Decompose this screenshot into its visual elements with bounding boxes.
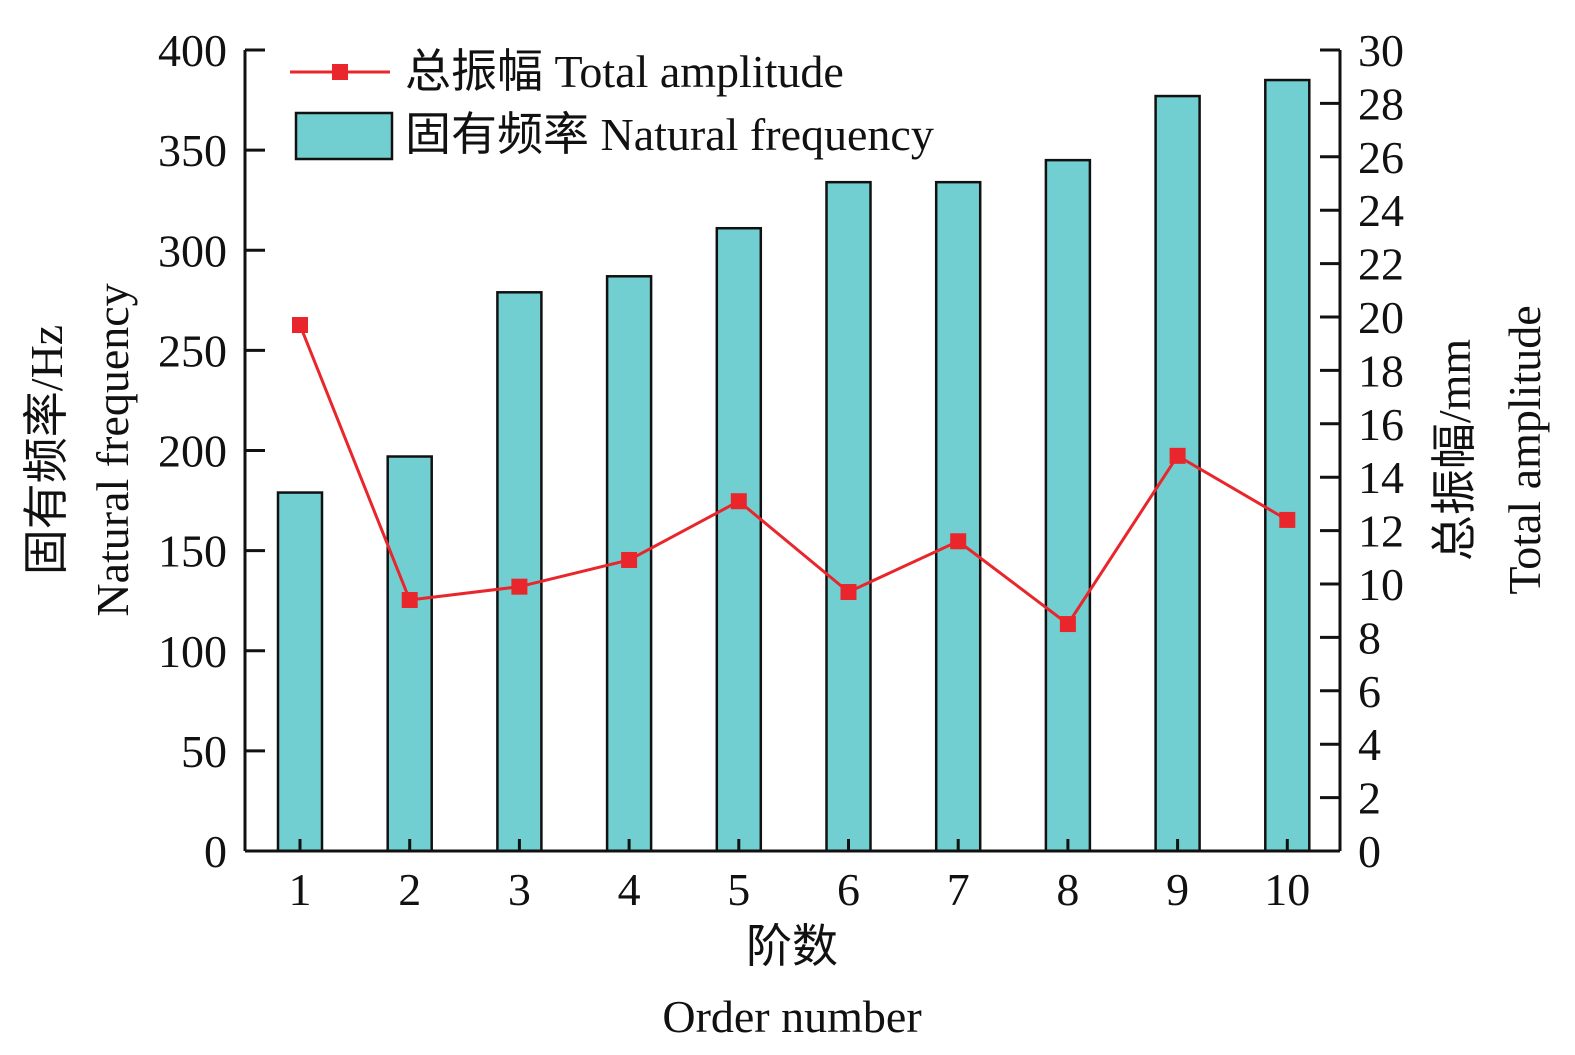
right-tick-label-8: 8	[1358, 612, 1381, 663]
bar-8	[1044, 158, 1092, 853]
legend-bar-swatch	[294, 111, 394, 161]
right-tick-label-4: 4	[1358, 719, 1381, 770]
x-tick-label-7: 7	[947, 864, 970, 915]
bar-6	[825, 180, 872, 853]
left-tick-label-350: 350	[158, 125, 227, 176]
left-tick-label-0: 0	[204, 826, 227, 877]
bar-10	[1264, 78, 1311, 853]
right-tick-label-16: 16	[1358, 399, 1404, 450]
bar-5	[715, 226, 763, 853]
right-tick-label-2: 2	[1358, 773, 1381, 824]
legend-line-marker	[332, 64, 348, 80]
y2-axis-label-cn: 总振幅/mm	[1429, 339, 1480, 562]
amplitude-point-2	[401, 592, 418, 609]
y2-axis-label-en: Total amplitude	[1499, 305, 1550, 594]
x-axis-ticks: 1 2 3 4 5 6 7 8 9 10	[289, 839, 1310, 915]
amplitude-point-8	[1059, 616, 1076, 633]
amplitude-point-4	[621, 551, 638, 568]
left-axis-ticks: 0 50 100 150 200 250 300 350 400	[158, 25, 265, 877]
legend-bar-label: 固有频率 Natural frequency	[405, 109, 934, 160]
amplitude-point-10	[1279, 511, 1296, 528]
left-tick-label-50: 50	[181, 726, 227, 777]
bar-2	[386, 455, 433, 853]
x-tick-label-10: 10	[1264, 864, 1310, 915]
left-tick-label-200: 200	[158, 426, 227, 477]
amplitude-point-5	[730, 493, 747, 510]
left-tick-label-400: 400	[158, 25, 227, 76]
amplitude-line	[298, 324, 1289, 627]
right-tick-label-14: 14	[1358, 452, 1404, 503]
x-tick-label-3: 3	[508, 864, 531, 915]
x-tick-label-5: 5	[727, 864, 750, 915]
right-tick-label-24: 24	[1358, 185, 1404, 236]
x-tick-label-1: 1	[289, 864, 312, 915]
right-tick-label-6: 6	[1358, 666, 1381, 717]
x-axis-label-cn: 阶数	[746, 921, 838, 972]
left-tick-label-100: 100	[158, 626, 227, 677]
bar-7	[934, 180, 982, 853]
x-axis-label-en: Order number	[662, 991, 921, 1042]
amplitude-point-3	[511, 578, 528, 595]
legend-line-label: 总振幅 Total amplitude	[405, 46, 844, 97]
x-tick-label-2: 2	[398, 864, 421, 915]
right-tick-label-26: 26	[1358, 132, 1404, 183]
amplitude-point-1	[292, 317, 308, 334]
left-tick-label-150: 150	[158, 526, 227, 577]
bar-3	[496, 291, 543, 853]
x-tick-label-4: 4	[618, 864, 641, 915]
right-tick-label-28: 28	[1358, 78, 1404, 129]
right-tick-label-10: 10	[1358, 559, 1404, 610]
right-tick-label-30: 30	[1358, 25, 1404, 76]
amplitude-line-layer	[292, 317, 1296, 633]
right-tick-label-22: 22	[1358, 239, 1404, 290]
amplitude-point-6	[840, 584, 857, 601]
y-axis-label-en: Natural frequency	[87, 283, 138, 616]
amplitude-point-9	[1169, 447, 1186, 464]
right-tick-label-12: 12	[1358, 506, 1404, 557]
right-tick-label-0: 0	[1358, 826, 1381, 877]
x-tick-label-9: 9	[1166, 864, 1189, 915]
right-tick-label-18: 18	[1358, 345, 1404, 396]
bar-9	[1154, 94, 1201, 853]
bar-1	[276, 491, 324, 853]
bars-layer	[276, 78, 1311, 853]
left-tick-label-250: 250	[158, 325, 227, 376]
left-tick-label-300: 300	[158, 225, 227, 276]
legend: 总振幅 Total amplitude 固有频率 Natural frequen…	[290, 46, 934, 161]
x-tick-label-6: 6	[837, 864, 860, 915]
x-tick-label-8: 8	[1056, 864, 1079, 915]
y-axis-label-cn: 固有频率/Hz	[21, 325, 72, 575]
amplitude-point-7	[950, 533, 967, 550]
right-tick-label-20: 20	[1358, 292, 1404, 343]
